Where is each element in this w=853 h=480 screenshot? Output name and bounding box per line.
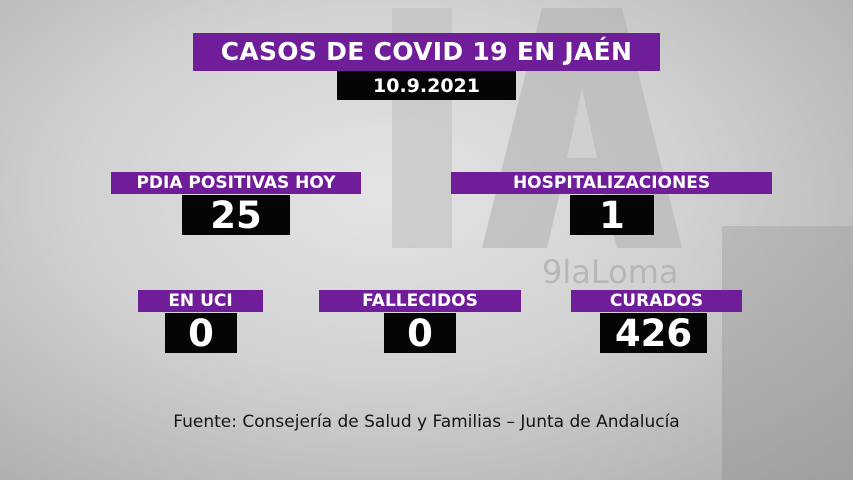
curados-value: 426 [600, 313, 707, 355]
pdia-positivas-label: PDIA POSITIVAS HOY [111, 172, 361, 194]
en-uci-value: 0 [165, 313, 237, 355]
pdia-positivas-value: 25 [182, 195, 290, 237]
source-caption: Fuente: Consejería de Salud y Familias –… [173, 412, 680, 432]
hospitalizaciones-label: HOSPITALIZACIONES [451, 172, 772, 194]
svg-text:9laLoma: 9laLoma [542, 253, 678, 291]
date-label: 10.9.2021 [337, 71, 516, 100]
page-title: CASOS DE COVID 19 EN JAÉN [193, 33, 660, 71]
hospitalizaciones-value: 1 [570, 195, 654, 237]
curados-label: CURADOS [571, 290, 742, 312]
en-uci-label: EN UCI [138, 290, 263, 312]
fallecidos-label: FALLECIDOS [319, 290, 521, 312]
fallecidos-value: 0 [384, 313, 456, 355]
background-panel [722, 226, 853, 480]
